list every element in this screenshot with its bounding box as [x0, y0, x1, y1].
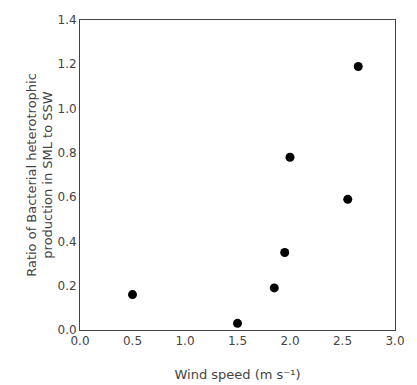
svg-text:0.0: 0.0	[70, 334, 89, 348]
svg-text:0.5: 0.5	[123, 334, 142, 348]
svg-text:0.8: 0.8	[58, 146, 77, 160]
svg-text:0.2: 0.2	[58, 279, 77, 293]
svg-text:1.4: 1.4	[58, 13, 77, 27]
svg-text:0.6: 0.6	[58, 190, 77, 204]
svg-text:1.5: 1.5	[228, 334, 247, 348]
svg-text:Wind speed (m s⁻¹): Wind speed (m s⁻¹)	[175, 367, 301, 382]
svg-text:0.0: 0.0	[58, 323, 77, 337]
svg-text:1.2: 1.2	[58, 57, 77, 71]
svg-text:1.0: 1.0	[175, 334, 194, 348]
svg-text:3.0: 3.0	[385, 334, 404, 348]
svg-text:1.0: 1.0	[58, 102, 77, 116]
svg-text:0.4: 0.4	[58, 235, 77, 249]
svg-text:2.0: 2.0	[280, 334, 299, 348]
svg-text:2.5: 2.5	[333, 334, 352, 348]
svg-text:Ratio of Bacterial heterotroph: Ratio of Bacterial heterotrophicproducti…	[24, 73, 56, 277]
